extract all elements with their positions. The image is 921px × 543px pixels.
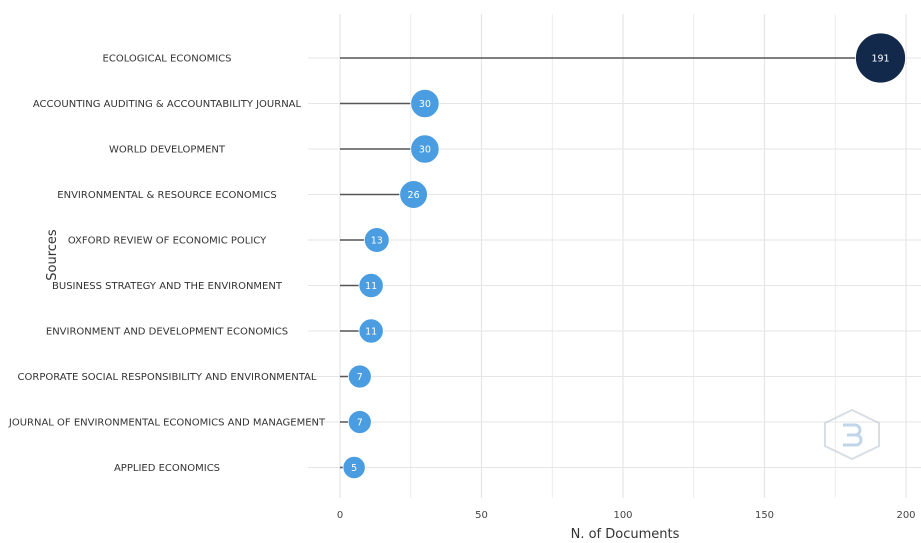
points: 191 30 30 26 13 11 11 7 7 5 <box>342 32 906 480</box>
data-label: 7 <box>357 372 363 383</box>
category-label: BUSINESS STRATEGY AND THE ENVIRONMENT <box>52 281 283 292</box>
lollipop-point <box>410 134 440 164</box>
data-label: 191 <box>871 54 889 65</box>
lollipop-point <box>410 88 440 119</box>
category-label: APPLIED ECONOMICS <box>114 463 220 474</box>
category-label: CORPORATE SOCIAL RESPONSIBILITY AND ENVI… <box>18 372 317 383</box>
category-label: ENVIRONMENTAL & RESOURCE ECONOMICS <box>57 190 276 201</box>
data-label: 13 <box>371 236 383 247</box>
lollipop-point <box>358 318 384 344</box>
x-tick-label: 200 <box>896 510 915 521</box>
lollipop-point <box>855 32 906 84</box>
lollipop-point <box>342 455 366 480</box>
category-labels: ECOLOGICAL ECONOMICS ACCOUNTING AUDITING … <box>8 54 326 475</box>
stems <box>340 57 881 469</box>
category-label: WORLD DEVELOPMENT <box>109 145 226 156</box>
x-tick-label: 50 <box>475 510 488 521</box>
data-label: 11 <box>365 327 377 338</box>
lollipop-point <box>347 364 372 389</box>
x-axis-title: N. of Documents <box>571 527 680 542</box>
category-label: JOURNAL OF ENVIRONMENTAL ECONOMICS AND M… <box>8 418 326 429</box>
category-label: ECOLOGICAL ECONOMICS <box>103 54 232 65</box>
data-label: 7 <box>357 418 363 429</box>
lollipop-point <box>399 180 428 209</box>
data-label: 30 <box>419 145 431 156</box>
lollipop-point <box>363 227 390 253</box>
x-tick-labels: 0 50 100 150 200 <box>337 510 916 521</box>
x-tick-label: 100 <box>613 510 632 521</box>
data-label: 26 <box>408 190 420 201</box>
lollipop-point <box>358 272 384 299</box>
grid-lines <box>308 14 921 498</box>
logo-watermark <box>824 408 880 461</box>
x-tick-label: 0 <box>337 510 343 521</box>
category-label: OXFORD REVIEW OF ECONOMIC POLICY <box>68 236 267 247</box>
data-label: 11 <box>365 281 377 292</box>
x-tick-label: 150 <box>755 510 774 521</box>
data-label: 5 <box>351 463 357 474</box>
y-axis-title: Sources <box>45 229 60 281</box>
data-label: 30 <box>419 99 431 110</box>
lollipop-point <box>347 410 372 434</box>
category-label: ENVIRONMENT AND DEVELOPMENT ECONOMICS <box>46 327 288 338</box>
category-label: ACCOUNTING AUDITING & ACCOUNTABILITY JOU… <box>33 99 302 110</box>
